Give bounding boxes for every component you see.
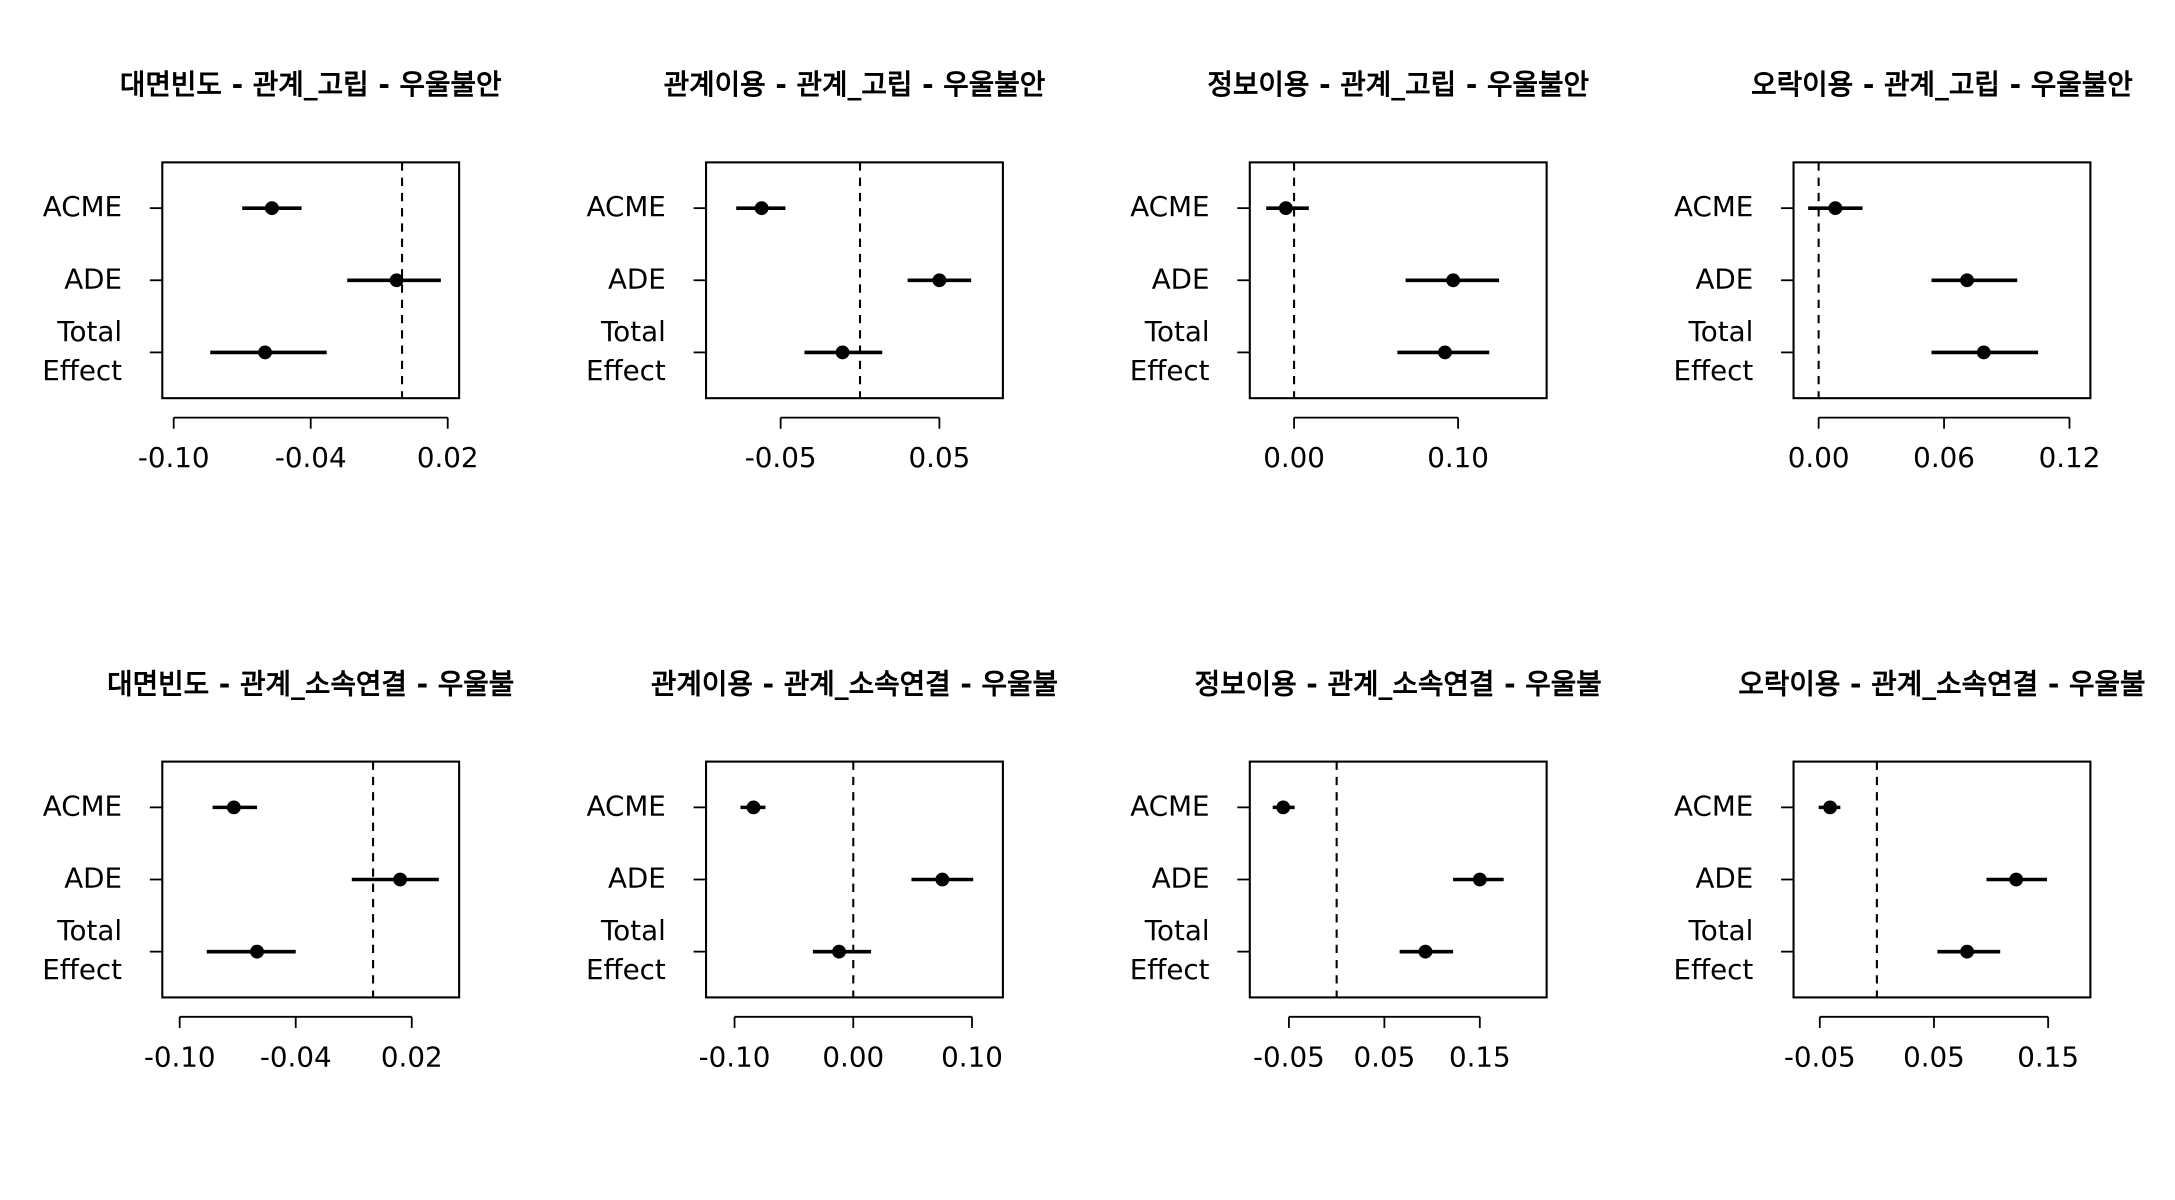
x-tick-label: -0.10: [144, 1040, 216, 1073]
y-tick-label: ADE: [608, 862, 666, 895]
panel-title: 대면빈도 - 관계_소속연결 - 우울불: [107, 667, 514, 700]
x-tick-label: 0.12: [2039, 441, 2101, 474]
point-estimate: [754, 201, 769, 216]
y-tick-label: Total Effect: [1673, 914, 1753, 986]
point-estimate: [1438, 345, 1452, 360]
point-estimate: [226, 800, 241, 815]
point-estimate: [1823, 800, 1838, 815]
x-tick-label: 0.05: [1903, 1040, 1965, 1073]
x-tick-label: 0.05: [909, 441, 971, 474]
point-estimate: [1276, 800, 1291, 815]
y-tick-label: ADE: [1695, 262, 1753, 295]
point-estimate: [1472, 872, 1487, 887]
panel: 관계이용 - 관계_고립 - 우울불안 ACME ADE Total Effect -0.…: [586, 68, 1046, 474]
panel: 관계이용 - 관계_소속연결 - 우울불 ACME ADE Total Effect -0…: [586, 667, 1058, 1073]
x-tick-label: -0.10: [138, 441, 210, 474]
point-estimate: [1446, 273, 1461, 288]
y-tick-label: Total Effect: [1673, 315, 1753, 387]
point-estimate: [389, 273, 404, 288]
point-estimate: [746, 800, 761, 815]
plot-frame: [1248, 161, 1548, 400]
y-tick-label: ACME: [1130, 190, 1209, 223]
plot-frame: [705, 161, 1004, 400]
x-tick-label: 0.15: [1449, 1040, 1511, 1073]
panel: 오락이용 - 관계_고립 - 우울불안 ACME ADE Total Effect 0.0…: [1673, 68, 2133, 474]
point-estimate: [258, 345, 272, 360]
x-tick-label: 0.02: [417, 441, 479, 474]
y-tick-label: Total Effect: [1130, 315, 1210, 387]
y-tick-label: ADE: [1152, 262, 1210, 295]
x-tick-label: -0.05: [1784, 1040, 1856, 1073]
y-tick-label: ACME: [1674, 190, 1753, 223]
panel-title: 정보이용 - 관계_소속연결 - 우울불: [1195, 667, 1602, 700]
point-estimate: [250, 944, 264, 959]
x-tick-label: 0.10: [1427, 441, 1489, 474]
point-estimate: [832, 944, 846, 959]
y-tick-label: ACME: [1130, 789, 1209, 822]
panel: 대면빈도 - 관계_소속연결 - 우울불 ACME ADE Total Effect -0…: [42, 667, 514, 1073]
panel-title: 오락이용 - 관계_고립 - 우울불안: [1751, 68, 2133, 101]
panel-title: 정보이용 - 관계_고립 - 우울불안: [1207, 68, 1589, 101]
panel-title: 관계이용 - 관계_소속연결 - 우울불: [651, 667, 1058, 700]
point-estimate: [2009, 872, 2024, 887]
plot-frame: [1792, 760, 2092, 999]
y-tick-label: Total Effect: [586, 914, 666, 986]
x-tick-label: -0.10: [699, 1040, 771, 1073]
point-estimate: [935, 872, 950, 887]
x-tick-label: -0.05: [1253, 1040, 1325, 1073]
y-tick-label: ACME: [587, 190, 666, 223]
y-tick-label: ADE: [64, 862, 122, 895]
point-estimate: [1278, 201, 1293, 216]
x-tick-label: 0.00: [1263, 441, 1325, 474]
y-tick-label: ACME: [43, 789, 122, 822]
point-estimate: [393, 872, 408, 887]
plot-frame: [161, 161, 461, 400]
plot-frame: [161, 760, 461, 999]
y-tick-label: ACME: [1674, 789, 1753, 822]
point-estimate: [264, 201, 279, 216]
panel-title: 오락이용 - 관계_소속연결 - 우울불: [1738, 667, 2145, 700]
panel: 정보이용 - 관계_소속연결 - 우울불 ACME ADE Total Effect -0…: [1130, 667, 1602, 1073]
y-tick-label: Total Effect: [1130, 914, 1210, 986]
point-estimate: [1976, 345, 1991, 360]
x-tick-label: 0.15: [2017, 1040, 2079, 1073]
y-tick-label: ADE: [1695, 862, 1753, 895]
x-tick-label: -0.05: [745, 441, 817, 474]
panel: 대면빈도 - 관계_고립 - 우울불안 ACME ADE Total Effect -0.…: [42, 68, 502, 474]
panel: 오락이용 - 관계_소속연결 - 우울불 ACME ADE Total Effect -0…: [1673, 667, 2145, 1073]
y-tick-label: ADE: [64, 262, 122, 295]
panel: 정보이용 - 관계_고립 - 우울불안 ACME ADE Total Effect 0.0…: [1130, 68, 1590, 474]
point-estimate: [932, 273, 947, 288]
y-tick-label: ACME: [587, 789, 666, 822]
plot-frame: [1792, 161, 2092, 400]
x-tick-label: 0.06: [1913, 441, 1975, 474]
y-tick-label: Total Effect: [42, 315, 122, 387]
x-tick-label: 0.05: [1353, 1040, 1415, 1073]
point-estimate: [1828, 201, 1843, 216]
point-estimate: [1418, 944, 1433, 959]
x-tick-label: 0.00: [822, 1040, 884, 1073]
point-estimate: [1960, 944, 1975, 959]
panel-title: 관계이용 - 관계_고립 - 우울불안: [664, 68, 1046, 101]
panel-title: 대면빈도 - 관계_고립 - 우울불안: [120, 68, 502, 101]
y-tick-label: ADE: [1152, 862, 1210, 895]
y-tick-label: Total Effect: [42, 914, 122, 986]
y-tick-label: ADE: [608, 262, 666, 295]
plot-frame: [1248, 760, 1548, 999]
plot-frame: [705, 760, 1004, 999]
x-tick-label: 0.00: [1788, 441, 1850, 474]
point-estimate: [835, 345, 850, 360]
x-tick-label: -0.04: [275, 441, 347, 474]
x-tick-label: 0.10: [941, 1040, 1003, 1073]
x-tick-label: 0.02: [381, 1040, 443, 1073]
y-tick-label: ACME: [43, 190, 122, 223]
x-tick-label: -0.04: [260, 1040, 332, 1073]
y-tick-label: Total Effect: [586, 315, 666, 387]
point-estimate: [1960, 273, 1974, 288]
